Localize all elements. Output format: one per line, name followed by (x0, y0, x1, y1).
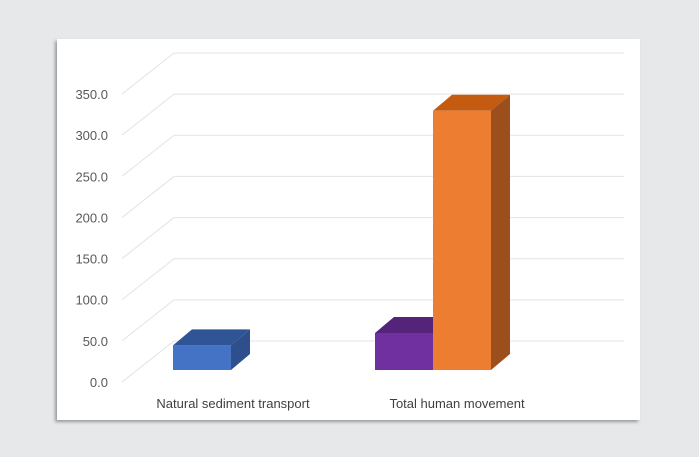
bar-top-1 (375, 316, 452, 333)
side-gridline (121, 52, 175, 95)
side-gridline (121, 217, 175, 259)
side-gridline (121, 299, 175, 342)
bar-0 (173, 345, 231, 370)
bar-top-0 (173, 329, 250, 346)
bar-2 (433, 110, 491, 371)
bar-side-2 (491, 94, 510, 371)
side-gridline (121, 258, 175, 301)
y-tick-label: 200.0 (75, 210, 108, 225)
side-gridline (121, 340, 175, 383)
bar-1 (375, 332, 433, 370)
side-gridline (121, 93, 175, 136)
y-tick-label: 350.0 (75, 87, 108, 102)
category-label: Total human movement (389, 396, 525, 411)
y-tick-label: 150.0 (75, 252, 108, 267)
y-tick-label: 100.0 (75, 293, 108, 308)
side-gridline (121, 176, 175, 218)
category-label: Natural sediment transport (156, 396, 310, 411)
side-gridline (121, 134, 175, 177)
bar-side-0 (231, 329, 250, 370)
bar-top-2 (433, 94, 510, 111)
y-tick-label: 300.0 (75, 128, 108, 143)
y-tick-label: 0.0 (90, 375, 108, 390)
y-tick-label: 250.0 (75, 169, 108, 184)
y-tick-label: 50.0 (83, 334, 108, 349)
